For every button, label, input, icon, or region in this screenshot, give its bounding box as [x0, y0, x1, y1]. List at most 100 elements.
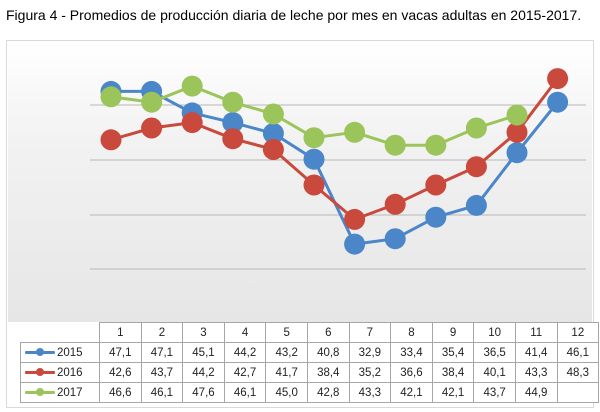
table-cell: 41,7: [265, 362, 308, 383]
month-header: 4: [223, 322, 267, 343]
month-header: 9: [431, 322, 475, 343]
series-legend-2017: 2017: [20, 382, 100, 403]
table-cell: 32,9: [348, 342, 392, 363]
point-2016-10: [465, 156, 487, 178]
point-2016-12: [547, 68, 569, 90]
table-cell: 43,7: [140, 362, 184, 383]
month-header: 3: [182, 322, 225, 343]
point-2016-9: [425, 174, 447, 196]
table-cell: 38,4: [306, 362, 350, 383]
point-2017-6: [303, 127, 325, 149]
data-table: 1 2 3 4 5 6 7 8 9 10 11 12 2015 47,1 47,1 45,1 44,2 43,2 4…: [20, 322, 600, 403]
gridlines: [90, 104, 586, 270]
month-header: 1: [99, 322, 142, 343]
point-2017-4: [222, 91, 244, 113]
point-2015-7: [344, 233, 366, 255]
point-2017-8: [384, 134, 406, 156]
table-cell: 46,1: [140, 382, 184, 403]
table-corner: [20, 322, 100, 343]
point-2017-3: [181, 75, 203, 97]
series-legend-2015: 2015: [20, 342, 100, 363]
point-2015-11: [506, 142, 528, 164]
point-2017-10: [465, 117, 487, 139]
table-cell: 35,2: [348, 362, 392, 383]
series-name: 2017: [57, 386, 83, 399]
table-row: 2016 42,6 43,7 44,2 42,7 41,7 38,4 35,2 36,6 38,4…: [20, 362, 600, 383]
table-cell: 43,2: [265, 342, 308, 363]
table-cell: 40,1: [473, 362, 516, 383]
point-2015-8: [384, 228, 406, 250]
table-cell: 42,1: [431, 382, 475, 403]
point-2016-7: [344, 208, 366, 230]
month-header: 2: [140, 322, 184, 343]
point-2016-8: [384, 193, 406, 215]
series-name: 2016: [57, 366, 83, 379]
table-cell: 44,2: [182, 362, 225, 383]
table-cell: 47,1: [140, 342, 184, 363]
legend-key-icon: [25, 387, 55, 397]
table-cell: 43,3: [514, 362, 558, 383]
table-cell: 47,1: [99, 342, 142, 363]
table-cell: 40,8: [306, 342, 350, 363]
table-cell: 33,4: [390, 342, 433, 363]
point-2016-2: [141, 117, 163, 139]
month-header: 11: [514, 322, 558, 343]
point-2017-2: [141, 91, 163, 113]
table-cell: 45,0: [265, 382, 308, 403]
point-2016-3: [181, 112, 203, 134]
point-2017-7: [344, 121, 366, 143]
table-cell: 42,7: [223, 362, 267, 383]
table-header-row: 1 2 3 4 5 6 7 8 9 10 11 12: [20, 322, 600, 343]
point-2015-4: [222, 112, 244, 134]
table-cell: 43,3: [348, 382, 392, 403]
figure-caption: Figura 4 - Promedios de producción diari…: [6, 7, 582, 23]
table-row: 2015 47,1 47,1 45,1 44,2 43,2 40,8 32,9 33,4 35,4…: [20, 342, 600, 363]
point-2016-6: [303, 174, 325, 196]
point-2015-5: [262, 122, 284, 144]
table-cell: 45,1: [182, 342, 225, 363]
point-2016-11: [506, 121, 528, 143]
table-cell: [556, 382, 600, 403]
month-header: 5: [265, 322, 308, 343]
table-cell: 35,4: [431, 342, 475, 363]
series-line-2015: [111, 89, 559, 246]
month-header: 8: [390, 322, 433, 343]
month-header: 10: [473, 322, 516, 343]
point-2016-5: [262, 139, 284, 160]
table-cell: 47,6: [182, 382, 225, 403]
table-cell: 43,7: [473, 382, 516, 403]
table-cell: 46,6: [99, 382, 142, 403]
point-2017-11: [506, 104, 528, 126]
legend-key-icon: [25, 347, 55, 357]
series-name: 2015: [57, 346, 83, 359]
month-header: 7: [348, 322, 392, 343]
month-header: 6: [306, 322, 350, 343]
point-2016-1: [100, 129, 122, 151]
table-cell: 44,2: [223, 342, 267, 363]
table-cell: 44,9: [514, 382, 558, 403]
table-cell: 46,1: [556, 342, 600, 363]
point-2017-9: [425, 134, 447, 156]
point-2015-9: [425, 206, 447, 228]
point-2016-4: [222, 128, 244, 150]
point-2015-10: [465, 194, 487, 216]
table-cell: 42,6: [99, 362, 142, 383]
series-points: [100, 68, 569, 255]
legend-key-icon: [25, 367, 55, 377]
table-cell: 38,4: [431, 362, 475, 383]
table-cell: 46,1: [223, 382, 267, 403]
point-2015-12: [547, 91, 569, 113]
table-cell: 36,6: [390, 362, 433, 383]
series-lines: [110, 77, 559, 246]
table-cell: 48,3: [556, 362, 600, 383]
table-cell: 42,8: [306, 382, 350, 403]
series-legend-2016: 2016: [20, 362, 100, 383]
table-row: 2017 46,6 46,1 47,6 46,1 45,0 42,8 43,3 42,1 42,1…: [20, 382, 600, 403]
table-cell: 41,4: [514, 342, 558, 363]
month-header: 12: [556, 322, 600, 343]
point-2017-1: [100, 86, 122, 108]
point-2015-6: [303, 148, 325, 170]
table-cell: 42,1: [390, 382, 433, 403]
point-2017-5: [262, 103, 284, 125]
